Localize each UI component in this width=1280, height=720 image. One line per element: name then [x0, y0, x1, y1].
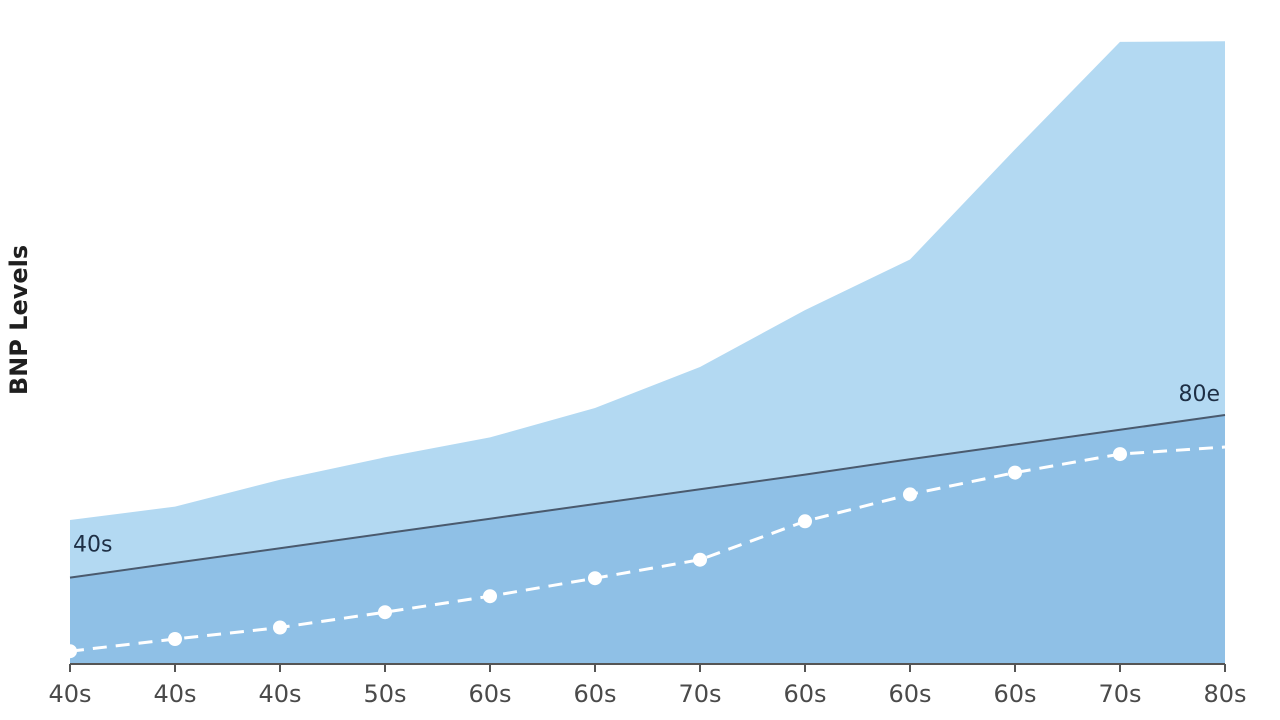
series-2-point-4: [483, 589, 497, 604]
line-layer: [69, 414, 1226, 653]
annotation-1: 80e: [1178, 382, 1220, 407]
x-tick-label: 40s: [48, 680, 91, 708]
x-axis: 40s 40s 40s 50s 60s 60s 70s 60s 60s 60s 70s 80s: [48, 663, 1247, 708]
x-tick-label: 60s: [468, 680, 511, 708]
series-2-point-10: [1113, 447, 1127, 462]
series-2-point-2: [273, 620, 287, 635]
x-tick-label: 80s: [1203, 680, 1246, 708]
x-tick-label: 60s: [783, 680, 826, 708]
x-tick-label: 50s: [363, 680, 406, 708]
series-2-point-0: [63, 644, 77, 659]
x-tick-label: 60s: [993, 680, 1036, 708]
x-tick-label: 40s: [258, 680, 301, 708]
series-1-line: [69, 414, 1226, 579]
series-2-point-6: [693, 552, 707, 567]
x-tick-label: 40s: [153, 680, 196, 708]
x-tick-label: 60s: [573, 680, 616, 708]
y-axis-label: BNP Levels: [5, 245, 33, 395]
series-2-point-1: [168, 632, 182, 646]
series-1-area: [70, 415, 1225, 664]
series-2-point-5: [588, 571, 602, 586]
series-2-point-3: [378, 605, 392, 620]
x-tick-label: 70s: [1098, 680, 1141, 708]
series-2-point-9: [1008, 465, 1022, 480]
series-2-point-7: [798, 514, 812, 529]
x-tick-label: 70s: [678, 680, 721, 708]
series-2-line: [69, 445, 1226, 653]
marker-layer: [63, 447, 1127, 659]
annotation-0: 40s: [73, 533, 112, 558]
x-tick-label: 60s: [888, 680, 931, 708]
series-2-point-8: [903, 487, 917, 502]
area-layer: [70, 41, 1225, 665]
text-layer: BNP Levels 40s 80e: [5, 245, 1220, 558]
